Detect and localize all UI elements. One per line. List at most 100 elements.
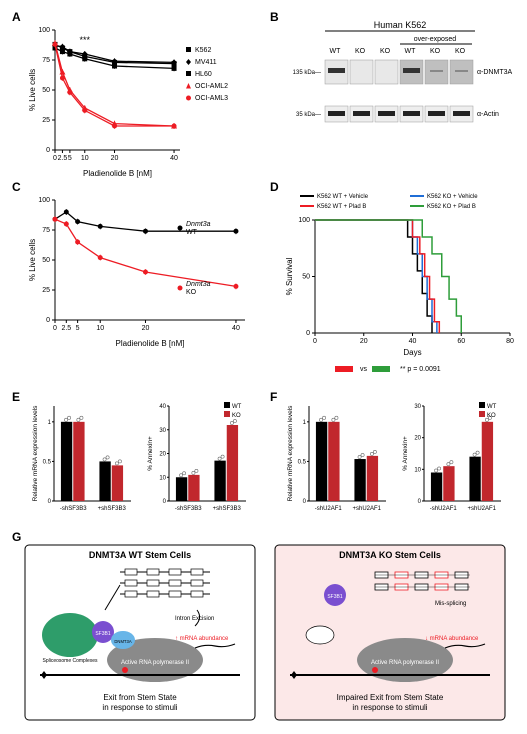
svg-text:% Survival: % Survival xyxy=(285,257,294,295)
svg-text:25: 25 xyxy=(42,117,50,124)
svg-text:0: 0 xyxy=(313,338,317,345)
svg-text:+shSF3B3: +shSF3B3 xyxy=(98,506,127,512)
svg-text:% Live cells: % Live cells xyxy=(28,69,37,111)
svg-text:over-exposed: over-exposed xyxy=(414,36,457,43)
svg-text:5: 5 xyxy=(68,155,72,162)
panel-F-label: F xyxy=(270,390,277,404)
panel-C-label: C xyxy=(12,180,21,194)
svg-text:Dnmt3a: Dnmt3a xyxy=(186,281,211,288)
svg-text:5: 5 xyxy=(76,325,80,332)
svg-text:100: 100 xyxy=(38,197,50,204)
svg-text:DNMT3A WT Stem Cells: DNMT3A WT Stem Cells xyxy=(89,550,191,560)
svg-text:in response to stimuli: in response to stimuli xyxy=(102,703,177,712)
svg-text:SF3B1: SF3B1 xyxy=(327,594,343,600)
svg-text:0.5: 0.5 xyxy=(43,459,52,465)
svg-text:+shSF3B3: +shSF3B3 xyxy=(213,506,242,512)
svg-text:KO: KO xyxy=(380,48,391,55)
svg-text:0: 0 xyxy=(418,499,422,505)
svg-text:% Annexin+: % Annexin+ xyxy=(147,436,154,471)
svg-text:K562 KO + Vehicle: K562 KO + Vehicle xyxy=(427,194,478,200)
svg-text:α-DNMT3A: α-DNMT3A xyxy=(477,69,512,76)
svg-text:Active RNA polymerase II: Active RNA polymerase II xyxy=(371,660,439,666)
svg-text:1: 1 xyxy=(303,420,307,426)
svg-text:WT: WT xyxy=(232,404,242,410)
svg-text:Days: Days xyxy=(403,348,421,357)
svg-text:10: 10 xyxy=(96,325,104,332)
svg-text:** p = 0.0091: ** p = 0.0091 xyxy=(400,366,441,373)
panel-D-label: D xyxy=(270,180,279,194)
svg-text:Pladienolide B [nM]: Pladienolide B [nM] xyxy=(116,339,185,348)
svg-text:Relative mRNA expression level: Relative mRNA expression levels xyxy=(287,405,294,501)
svg-text:20: 20 xyxy=(159,452,166,458)
svg-text:100: 100 xyxy=(38,27,50,34)
panel-E-label: E xyxy=(12,390,20,404)
svg-text:20: 20 xyxy=(142,325,150,332)
svg-text:α-Actin: α-Actin xyxy=(477,111,499,118)
svg-text:KO: KO xyxy=(186,289,197,296)
svg-text:10: 10 xyxy=(414,467,421,473)
svg-text:WT: WT xyxy=(330,48,342,55)
svg-text:1: 1 xyxy=(48,420,52,426)
svg-text:40: 40 xyxy=(409,338,417,345)
svg-text:0: 0 xyxy=(163,499,167,505)
svg-text:-shSF3B3: -shSF3B3 xyxy=(175,506,202,512)
panel-C-chart: 025507510002.55102040Pladienolide B [nM]… xyxy=(25,188,255,348)
svg-text:40: 40 xyxy=(159,404,166,410)
svg-text:Impaired Exit from Stem State: Impaired Exit from Stem State xyxy=(337,693,444,702)
svg-text:OCI-AML2: OCI-AML2 xyxy=(195,83,228,90)
svg-text:Active RNA polymerase II: Active RNA polymerase II xyxy=(121,660,189,666)
svg-text:vs: vs xyxy=(360,366,368,373)
svg-text:10: 10 xyxy=(159,475,166,481)
svg-text:KO: KO xyxy=(232,413,241,419)
svg-text:40: 40 xyxy=(232,325,240,332)
svg-text:35 kDa—: 35 kDa— xyxy=(296,112,321,118)
svg-text:OCI-AML3: OCI-AML3 xyxy=(195,95,228,102)
svg-text:% Annexin+: % Annexin+ xyxy=(402,436,409,471)
svg-text:50: 50 xyxy=(302,274,310,281)
svg-text:0: 0 xyxy=(53,325,57,332)
svg-text:75: 75 xyxy=(42,227,50,234)
svg-text:K562 WT + Plad B: K562 WT + Plad B xyxy=(317,204,366,210)
svg-text:Relative mRNA expression level: Relative mRNA expression levels xyxy=(32,405,39,501)
svg-text:KO: KO xyxy=(355,48,366,55)
svg-text:KO: KO xyxy=(455,48,466,55)
svg-text:0: 0 xyxy=(303,499,307,505)
svg-text:Spliceosome Complexes: Spliceosome Complexes xyxy=(42,658,98,664)
svg-text:Exit from Stem State: Exit from Stem State xyxy=(103,693,177,702)
svg-text:30: 30 xyxy=(414,404,421,410)
svg-text:HL60: HL60 xyxy=(195,71,212,78)
svg-text:KO: KO xyxy=(430,48,441,55)
svg-text:100: 100 xyxy=(298,217,310,224)
svg-text:0: 0 xyxy=(53,155,57,162)
svg-text:% Live cells: % Live cells xyxy=(28,239,37,281)
svg-text:WT: WT xyxy=(487,404,497,410)
svg-text:2.5: 2.5 xyxy=(61,325,71,332)
svg-text:in response to stimuli: in response to stimuli xyxy=(352,703,427,712)
svg-text:WT: WT xyxy=(186,229,198,236)
svg-text:50: 50 xyxy=(42,87,50,94)
svg-text:0.5: 0.5 xyxy=(298,459,307,465)
svg-text:20: 20 xyxy=(111,155,119,162)
svg-text:0: 0 xyxy=(306,330,310,337)
svg-text:20: 20 xyxy=(360,338,368,345)
svg-text:↑ mRNA abundance: ↑ mRNA abundance xyxy=(175,636,229,642)
svg-text:-shU2AF1: -shU2AF1 xyxy=(430,506,458,512)
svg-text:K562 WT + Vehicle: K562 WT + Vehicle xyxy=(317,194,369,200)
panel-E-right: 010203040% Annexin+-shSF3B3+shSF3B3WTKO xyxy=(145,398,250,523)
svg-text:25: 25 xyxy=(42,287,50,294)
svg-text:K562 KO + Plad B: K562 KO + Plad B xyxy=(427,204,476,210)
svg-text:MV411: MV411 xyxy=(195,59,217,66)
svg-text:***: *** xyxy=(80,35,91,45)
svg-text:135 kDa—: 135 kDa— xyxy=(293,70,321,76)
svg-text:20: 20 xyxy=(414,436,421,442)
svg-text:+shU2AF1: +shU2AF1 xyxy=(352,506,381,512)
panel-A-label: A xyxy=(12,10,21,24)
svg-text:Pladienolide B [nM]: Pladienolide B [nM] xyxy=(83,169,152,178)
panel-B-blot: Human K562over-exposedWTKOKOWTKOKO135 kD… xyxy=(280,18,520,148)
svg-text:+shU2AF1: +shU2AF1 xyxy=(467,506,496,512)
svg-text:Mis-splicing: Mis-splicing xyxy=(435,601,466,607)
panel-F-right: 0102030% Annexin+-shU2AF1+shU2AF1WTKO xyxy=(400,398,505,523)
svg-text:2.5: 2.5 xyxy=(58,155,68,162)
svg-text:0: 0 xyxy=(46,147,50,154)
svg-text:80: 80 xyxy=(506,338,514,345)
